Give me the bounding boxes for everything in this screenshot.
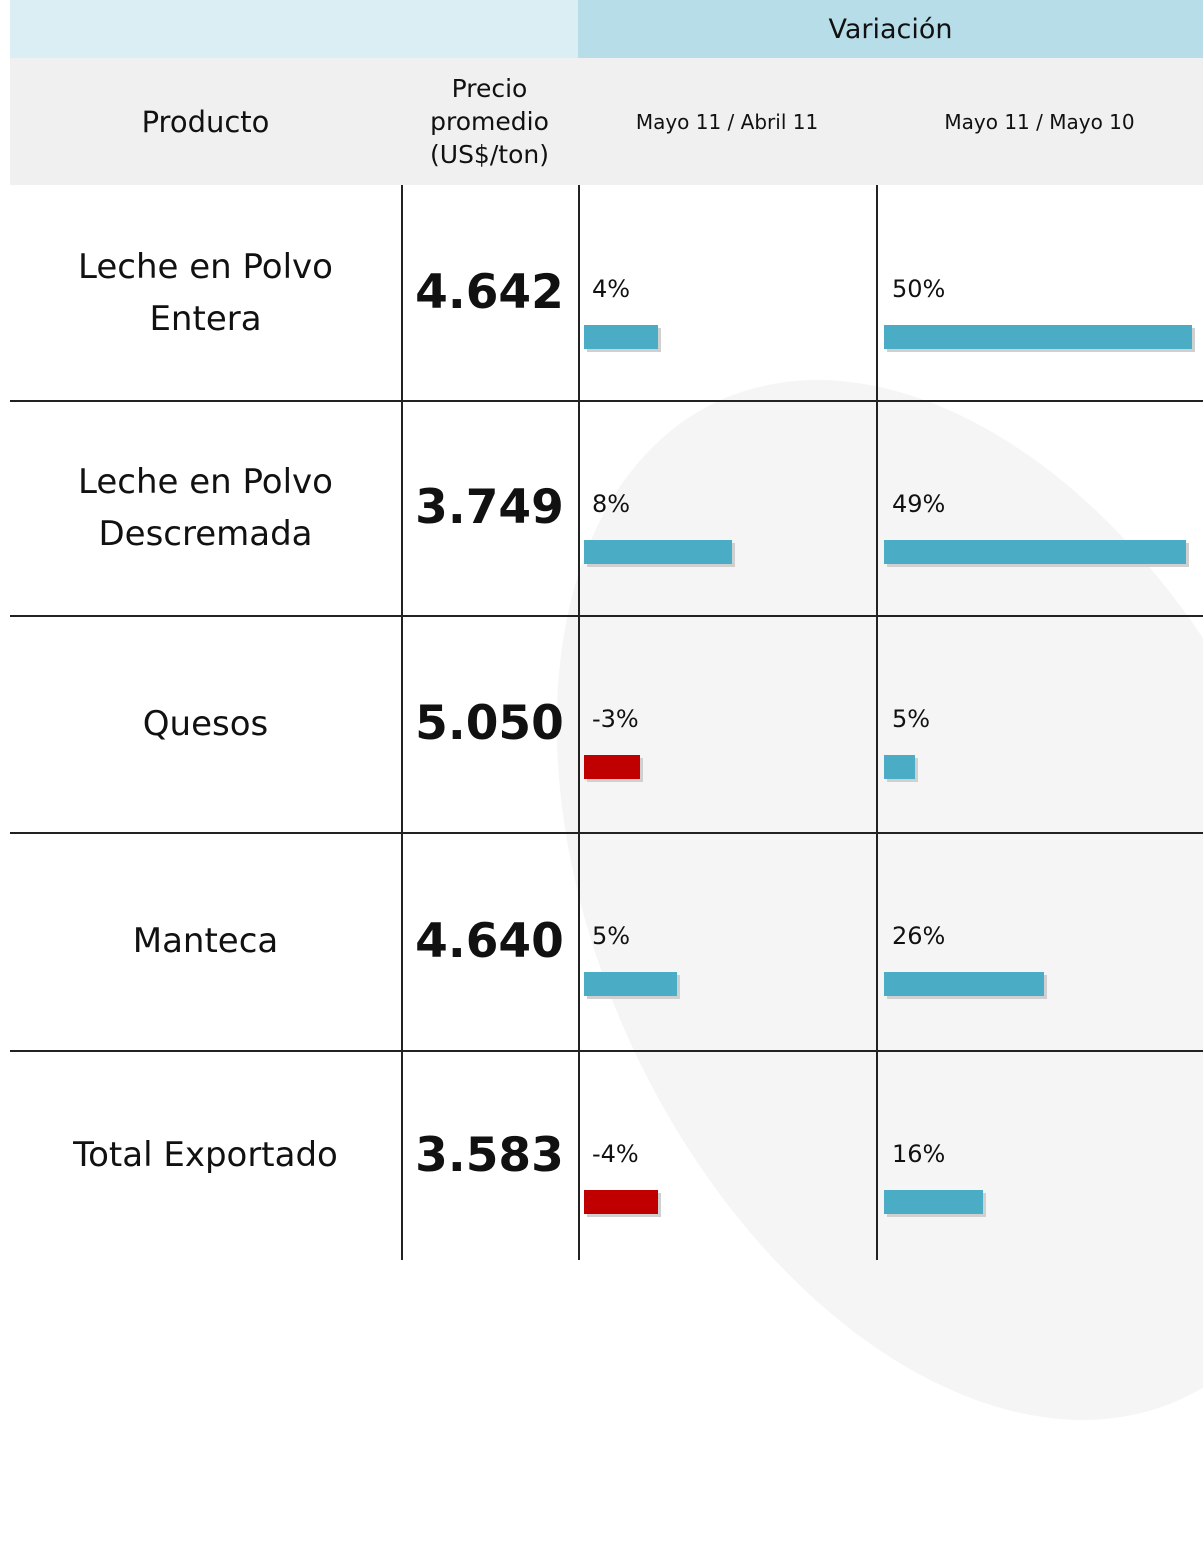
variation-bar — [884, 755, 915, 779]
variation-label: 4% — [592, 275, 631, 303]
header-row — [10, 58, 1203, 185]
variation-label: -3% — [592, 705, 639, 733]
row-line — [10, 832, 1203, 834]
variation-bar — [584, 325, 658, 349]
variation-bar — [884, 540, 1186, 564]
variation-label: -4% — [592, 1140, 639, 1168]
column-header: Producto — [141, 104, 270, 139]
variation-bar — [584, 1190, 658, 1214]
price: 4.640 — [415, 913, 564, 969]
variation-label: 16% — [892, 1140, 946, 1168]
column-header: Mayo 11 / Abril 11 — [635, 109, 819, 134]
variation-bar — [584, 540, 732, 564]
variation-bar — [884, 325, 1192, 349]
column-line — [578, 185, 580, 1260]
row-line — [10, 1050, 1203, 1052]
product: Quesos — [142, 703, 269, 744]
column-header: Mayo 11 / Mayo 10 — [944, 109, 1135, 134]
variation-bar — [584, 972, 677, 996]
column-line — [876, 185, 878, 1260]
price: 3.583 — [415, 1127, 564, 1183]
group-header: Variación — [578, 0, 1203, 58]
price: 5.050 — [415, 696, 564, 751]
product: Leche en Polvo Entera — [78, 246, 333, 339]
row-line — [10, 400, 1203, 402]
price: 3.749 — [415, 480, 564, 535]
page: Variación Producto Precio promedio (US$/… — [10, 0, 1203, 1546]
product: Total Exportado — [73, 1135, 338, 1175]
product: Leche en Polvo Descremada — [78, 461, 333, 554]
row-line — [10, 615, 1203, 617]
variation-bar — [884, 972, 1045, 996]
header-band — [10, 0, 578, 58]
variation-bar — [884, 1190, 983, 1214]
variation-label: 26% — [892, 922, 946, 950]
variation-label: 8% — [592, 490, 631, 518]
variation-label: 5% — [592, 922, 631, 950]
variation-label: 50% — [892, 275, 946, 303]
variation-label: 5% — [892, 705, 931, 733]
variation-bar — [584, 755, 640, 779]
variation-label: 49% — [892, 490, 946, 518]
column-header: Precio promedio (US$/ton) — [430, 74, 549, 169]
column-line — [401, 185, 403, 1260]
product: Manteca — [132, 921, 279, 961]
price: 4.642 — [415, 265, 564, 320]
